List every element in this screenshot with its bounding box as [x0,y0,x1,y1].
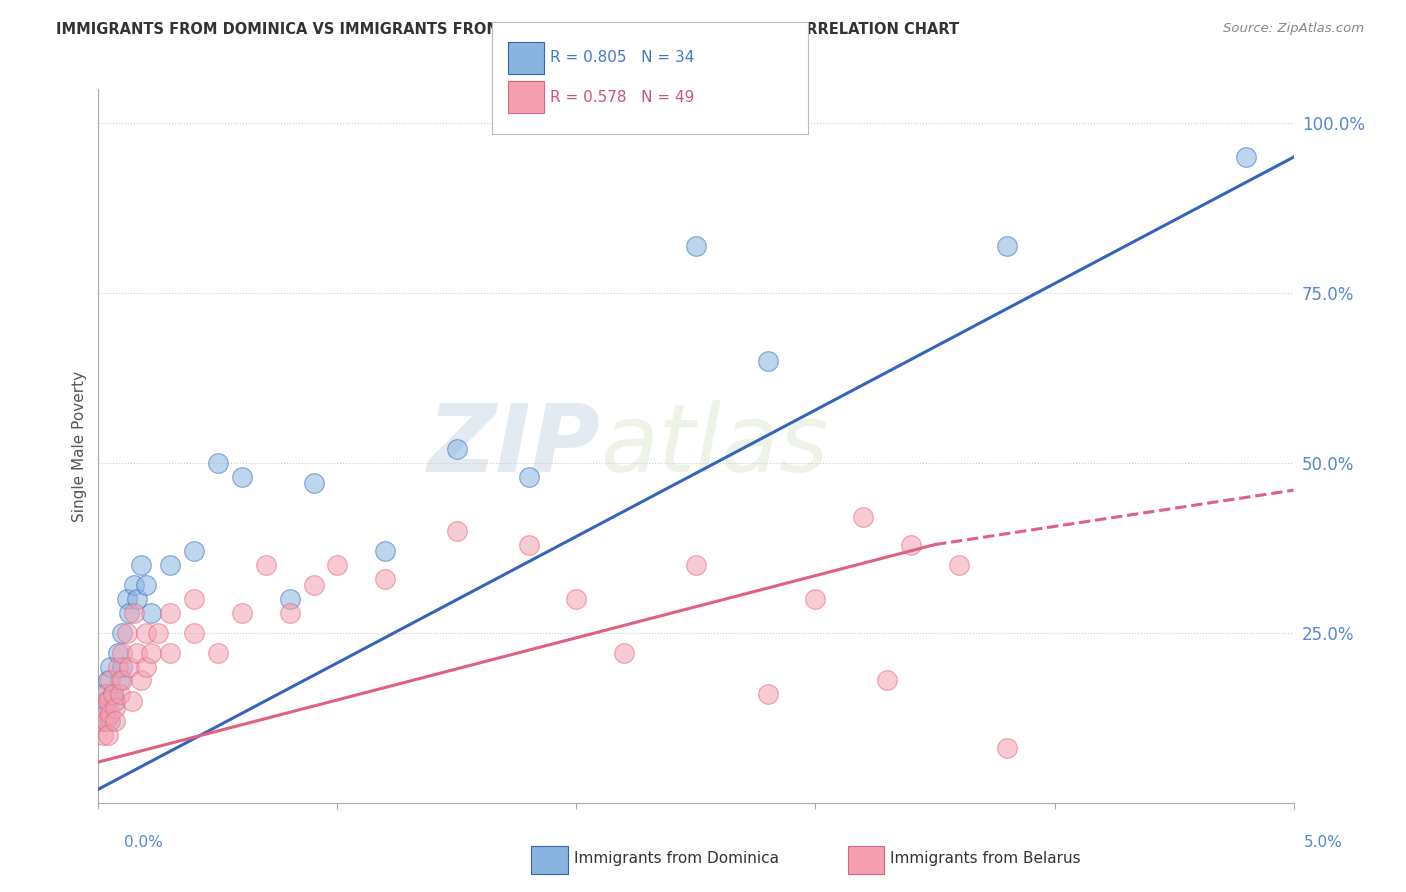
Point [900,537,922,551]
Point [97,673,120,688]
Point [90,714,112,729]
Point [876,673,898,688]
Point [115,591,138,606]
Point [91,728,114,742]
Point [90,700,112,714]
Point [517,469,540,483]
Point [183,591,205,606]
Point [124,606,146,620]
Point [111,660,134,674]
Point [104,694,127,708]
Point [995,238,1018,252]
Point [121,694,143,708]
Point [118,660,141,674]
Text: atlas: atlas [600,401,828,491]
Point [135,626,157,640]
Point [108,673,131,688]
Point [565,591,588,606]
Point [995,741,1018,756]
Point [685,558,707,572]
Point [94,694,117,708]
Point [98,673,122,688]
Point [107,646,129,660]
Point [125,591,148,606]
Point [685,238,707,252]
Point [104,700,127,714]
Point [756,687,779,701]
Point [446,442,468,457]
Point [374,544,396,558]
Text: 0.0%: 0.0% [124,836,163,850]
Point [231,606,253,620]
Point [852,510,875,524]
Point [98,707,122,722]
Point [756,354,779,368]
Point [302,476,325,491]
Point [94,687,117,701]
Point [131,558,153,572]
Point [159,558,181,572]
Point [1234,150,1257,164]
Point [131,673,153,688]
Point [139,606,162,620]
Point [302,578,325,592]
Point [98,714,122,729]
Point [125,646,148,660]
Point [231,469,253,483]
Y-axis label: Single Male Poverty: Single Male Poverty [72,370,87,522]
Point [111,673,134,688]
Point [159,606,181,620]
Point [94,707,117,722]
Point [94,714,117,729]
Point [183,544,205,558]
Point [207,646,229,660]
Point [107,660,129,674]
Point [278,591,301,606]
Point [104,714,127,729]
Point [613,646,636,660]
Point [108,687,131,701]
Point [254,558,277,572]
Point [101,687,124,701]
Point [948,558,970,572]
Point [111,646,134,660]
Point [118,606,141,620]
Point [111,626,134,640]
Point [326,558,349,572]
Point [183,626,205,640]
Text: IMMIGRANTS FROM DOMINICA VS IMMIGRANTS FROM BELARUS SINGLE MALE POVERTY CORRELAT: IMMIGRANTS FROM DOMINICA VS IMMIGRANTS F… [56,22,959,37]
Point [207,456,229,470]
Text: 5.0%: 5.0% [1303,836,1343,850]
Point [159,646,181,660]
Point [446,524,468,538]
Point [115,626,138,640]
Point [98,660,122,674]
Text: ZIP: ZIP [427,400,600,492]
Point [124,578,146,592]
Point [135,660,157,674]
Point [148,626,170,640]
Point [374,572,396,586]
Point [97,694,120,708]
Point [97,728,120,742]
Text: R = 0.578   N = 49: R = 0.578 N = 49 [550,90,695,104]
Point [135,578,157,592]
Point [139,646,162,660]
Point [517,537,540,551]
Text: Source: ZipAtlas.com: Source: ZipAtlas.com [1223,22,1364,36]
Point [101,687,124,701]
Text: Immigrants from Belarus: Immigrants from Belarus [890,851,1081,865]
Text: Immigrants from Dominica: Immigrants from Dominica [574,851,779,865]
Point [278,606,301,620]
Point [91,714,114,729]
Point [804,591,827,606]
Point [91,700,114,714]
Point [91,687,114,701]
Text: R = 0.805   N = 34: R = 0.805 N = 34 [550,51,695,65]
